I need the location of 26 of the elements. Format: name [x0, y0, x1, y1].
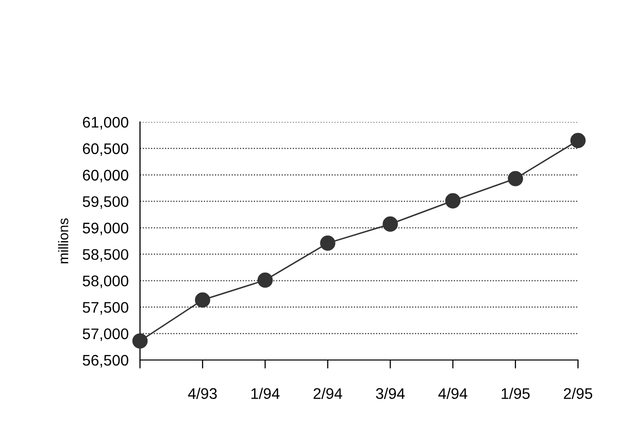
y-axis-title: millions [58, 218, 68, 264]
y-tick-label: 59,000 [82, 222, 128, 236]
point [570, 132, 586, 148]
y-tick-label: 61,000 [82, 116, 128, 130]
point [132, 333, 148, 349]
x-tick-label: 2/95 [564, 388, 592, 399]
y-tick-label: 58,000 [82, 276, 128, 288]
point [194, 292, 210, 308]
point [382, 216, 398, 232]
x-tick-label: 1/94 [251, 388, 280, 399]
x-tick-label: 2/94 [314, 388, 342, 399]
x-tick-label: 1/95 [502, 388, 530, 399]
point [508, 170, 524, 186]
point [320, 235, 336, 251]
x-tick-label: 4/94 [438, 388, 468, 399]
y-tick-label: 58,500 [82, 249, 128, 262]
y-tick-label: 56,500 [82, 354, 128, 368]
y-tick-label: 57,000 [82, 328, 128, 342]
y-tick-label: 59,500 [82, 196, 128, 209]
y-tick-label: 60,500 [82, 143, 128, 156]
y-tick-label: 60,000 [82, 170, 128, 182]
y-tick-label: 57,500 [82, 302, 128, 315]
point [258, 272, 273, 288]
x-tick-label: 4/93 [188, 388, 217, 399]
point [445, 193, 460, 208]
x-tick-label: 3/94 [376, 388, 405, 399]
